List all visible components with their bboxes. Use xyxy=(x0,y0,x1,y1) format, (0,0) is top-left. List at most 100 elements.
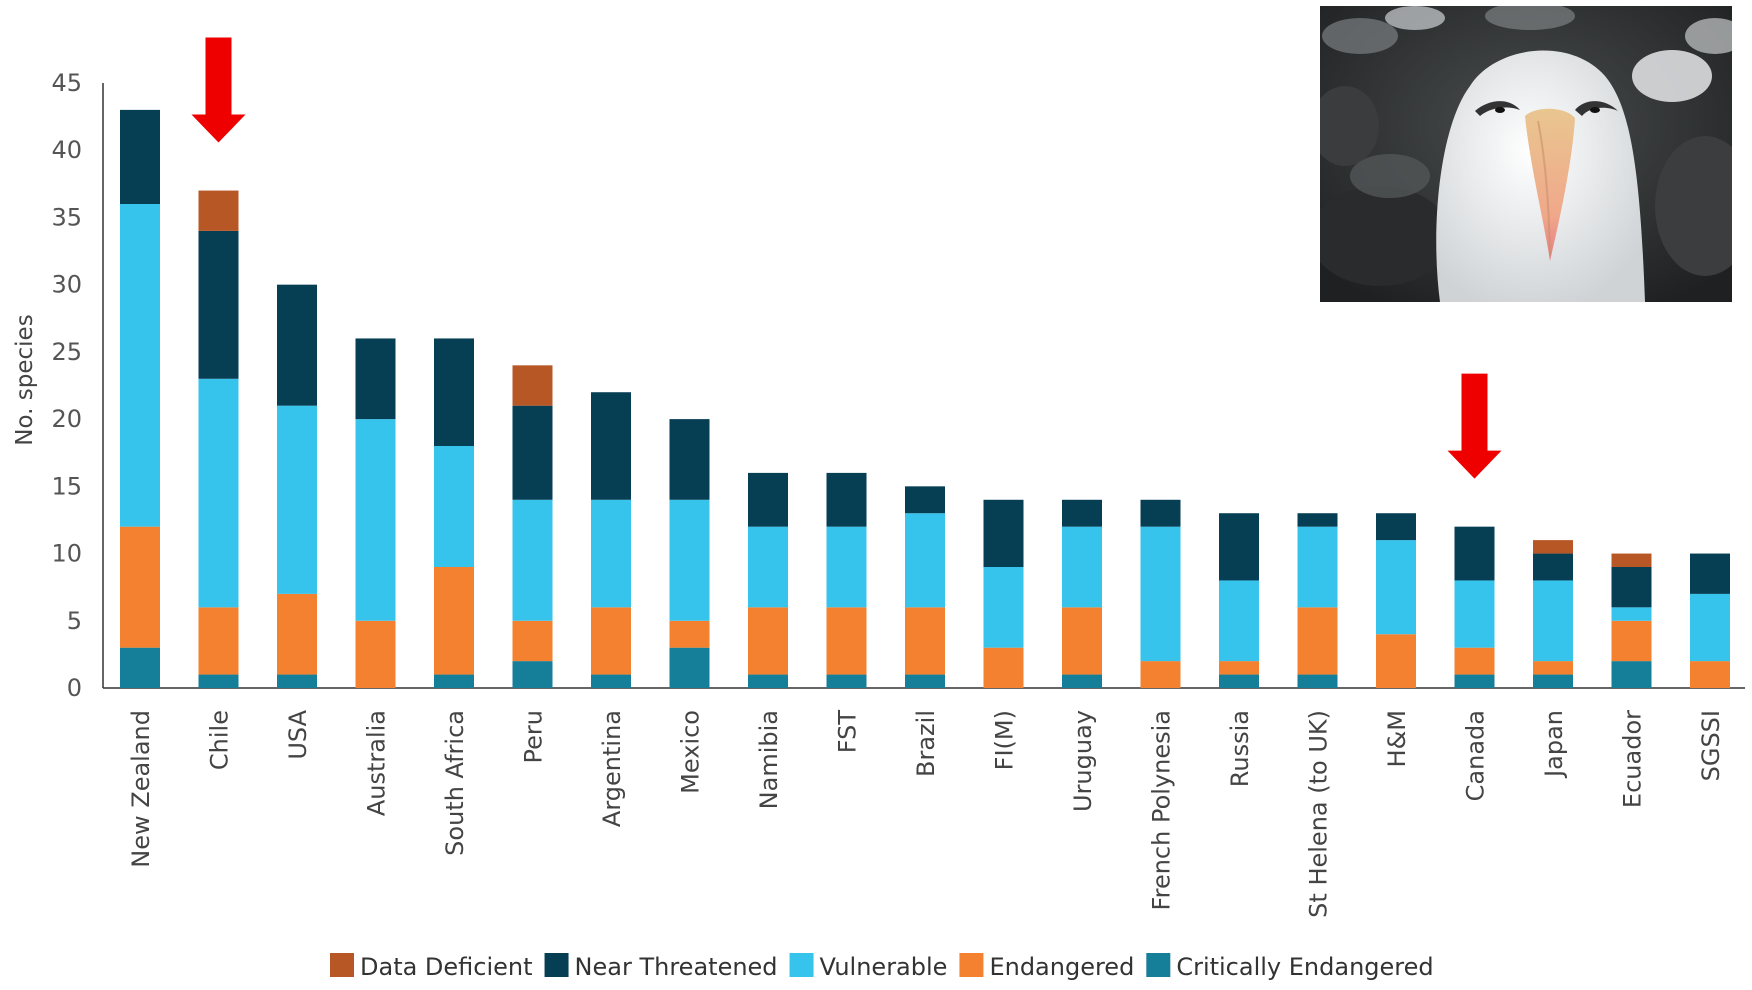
y-tick-label: 25 xyxy=(51,338,82,366)
bar-segment xyxy=(198,378,239,608)
bar-segment xyxy=(1062,499,1102,527)
bar-segment xyxy=(826,472,867,527)
bar-segment xyxy=(905,674,945,688)
bar-segment xyxy=(1140,661,1181,688)
legend-swatch xyxy=(789,953,814,977)
bar-segment xyxy=(1533,674,1573,688)
bar-stack xyxy=(1297,513,1338,688)
annotations xyxy=(191,37,1502,479)
bar-segment xyxy=(669,647,710,688)
bar-segment xyxy=(434,567,474,675)
bar-segment xyxy=(434,338,474,446)
bar-segment xyxy=(1062,607,1102,675)
bars xyxy=(120,109,1730,688)
bar-segment xyxy=(1219,580,1259,662)
red-arrow-annotation xyxy=(191,37,246,143)
y-tick-label: 35 xyxy=(51,203,82,231)
bar-stack xyxy=(1062,499,1102,688)
bar-segment xyxy=(1297,526,1338,608)
y-tick-label: 5 xyxy=(67,607,82,635)
bar-segment xyxy=(198,190,239,231)
x-tick-label: Peru xyxy=(520,710,548,763)
x-tick-label: New Zealand xyxy=(127,710,155,868)
bar-segment xyxy=(1140,499,1181,527)
bar-segment xyxy=(355,620,396,688)
legend-label: Data Deficient xyxy=(360,953,533,981)
legend-swatch xyxy=(544,953,569,977)
x-axis-labels: New Zealand Chile USA Australia South Africa… xyxy=(127,709,1725,917)
y-tick-label: 10 xyxy=(51,540,82,568)
bar-stack xyxy=(669,419,710,688)
bar-segment xyxy=(669,499,710,621)
x-tick-label: Brazil xyxy=(912,710,940,777)
bar-segment xyxy=(1376,513,1416,541)
bar-stack xyxy=(434,338,474,688)
bar-segment xyxy=(1454,526,1495,581)
bar-segment xyxy=(120,109,160,204)
bar-stack xyxy=(826,472,867,688)
legend-label: Near Threatened xyxy=(575,953,778,981)
x-tick-label: SGSSI xyxy=(1697,710,1725,781)
bar-stack xyxy=(277,284,317,688)
albatross-photo xyxy=(1320,6,1732,302)
x-tick-label: St Helena (to UK) xyxy=(1305,710,1333,918)
bar-segment xyxy=(983,567,1024,648)
bar-segment xyxy=(120,204,160,527)
legend-swatch xyxy=(330,953,354,977)
bar-segment xyxy=(1454,647,1495,675)
legend: Data Deficient Near Threatened Vulnerable E… xyxy=(330,953,1434,981)
bar-segment xyxy=(120,526,160,648)
y-tick-label: 20 xyxy=(51,405,82,433)
bar-segment xyxy=(1454,580,1495,648)
bar-segment xyxy=(1533,540,1573,554)
y-tick-label: 30 xyxy=(51,271,82,299)
x-tick-label: Canada xyxy=(1462,710,1490,801)
bar-stack xyxy=(120,109,160,688)
bar-segment xyxy=(1533,580,1573,662)
x-tick-label: FI(M) xyxy=(991,710,1019,770)
bar-segment xyxy=(1062,674,1102,688)
bar-segment xyxy=(1219,674,1259,688)
x-tick-label: French Polynesia xyxy=(1148,710,1176,910)
bar-segment xyxy=(748,607,788,675)
bar-segment xyxy=(1690,661,1730,688)
bar-segment xyxy=(1611,567,1652,608)
bar-segment xyxy=(826,607,867,675)
bar-segment xyxy=(512,661,553,688)
bar-segment xyxy=(277,405,317,594)
y-tick-label: 40 xyxy=(51,136,82,164)
bar-segment xyxy=(1533,553,1573,581)
bar-segment xyxy=(512,620,553,662)
bar-segment xyxy=(748,526,788,608)
bar-segment xyxy=(748,674,788,688)
bar-segment xyxy=(1297,513,1338,527)
bar-stack xyxy=(198,190,239,688)
bar-segment xyxy=(983,499,1024,567)
bar-segment xyxy=(512,405,553,500)
bar-segment xyxy=(277,284,317,406)
bar-segment xyxy=(1611,620,1652,662)
bar-segment xyxy=(1297,674,1338,688)
bar-segment xyxy=(512,365,553,406)
bar-segment xyxy=(748,472,788,527)
x-tick-label: Mexico xyxy=(677,710,705,794)
bar-segment xyxy=(434,674,474,688)
bar-segment xyxy=(277,593,317,675)
bar-stack xyxy=(512,365,553,688)
bar-segment xyxy=(198,607,239,675)
y-tick-label: 0 xyxy=(67,674,82,702)
bar-stack xyxy=(591,392,631,688)
bar-stack xyxy=(1219,513,1259,688)
bar-segment xyxy=(1376,540,1416,635)
bar-segment xyxy=(355,419,396,621)
bar-stack xyxy=(355,338,396,688)
bar-segment xyxy=(983,647,1024,688)
bar-segment xyxy=(669,419,710,500)
legend-swatch xyxy=(959,953,984,977)
legend-label: Endangered xyxy=(989,953,1134,981)
bar-segment xyxy=(1611,553,1652,567)
bar-segment xyxy=(434,446,474,567)
x-tick-label: Russia xyxy=(1226,710,1254,787)
x-tick-label: FST xyxy=(834,710,862,754)
